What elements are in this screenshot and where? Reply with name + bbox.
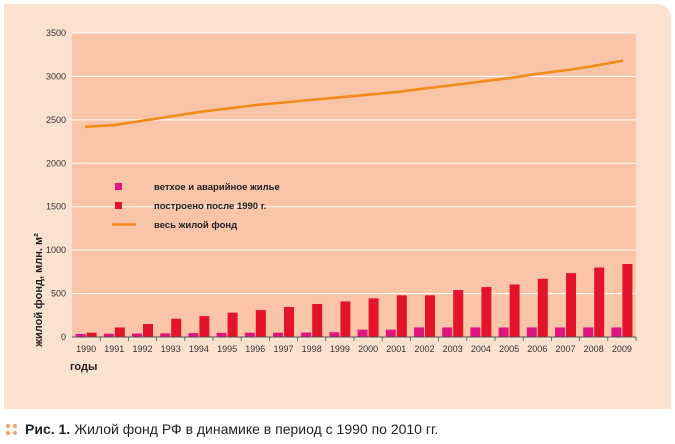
x-tick-label: 2004 — [471, 344, 491, 354]
caption-bullet-icon — [6, 423, 17, 435]
chart-panel: 0 500 1000 1500 2000 2500 3000 3500 1990 1991 199… — [4, 4, 671, 409]
legend-label: построено после 1990 г. — [154, 201, 266, 212]
bar-1992-dilapidated — [132, 333, 142, 337]
bar-2006-dilapidated — [526, 327, 537, 337]
bar-1991-dilapidated — [103, 333, 114, 337]
bar-1990-dilapidated — [75, 333, 86, 337]
bar-1991-built-after-1990 — [114, 327, 125, 337]
y-tick-label: 2500 — [46, 115, 66, 125]
x-tick-label: 1996 — [245, 344, 265, 354]
bar-2000-dilapidated — [357, 329, 368, 337]
legend-label: весь жилой фонд — [154, 220, 237, 231]
bar-1998-dilapidated — [301, 332, 312, 337]
bar-2001-dilapidated — [385, 329, 396, 337]
x-tick-label: 2006 — [527, 344, 547, 354]
y-tick-labels: 0 500 1000 1500 2000 2500 3000 3500 — [46, 28, 66, 342]
legend-label: ветхое и аварийное жилье — [154, 182, 280, 193]
bar-1996-dilapidated — [244, 332, 255, 337]
y-tick-label: 500 — [51, 289, 66, 299]
x-tick-label: 1993 — [161, 344, 181, 354]
bar-2002-built-after-1990 — [425, 295, 435, 337]
figure-caption: Рис. 1. Жилой фонд РФ в динамике в перио… — [6, 418, 666, 440]
x-tick-label: 1997 — [273, 344, 293, 354]
bar-1990-built-after-1990 — [86, 332, 97, 337]
bar-2005-dilapidated — [498, 327, 509, 337]
bar-1994-built-after-1990 — [199, 316, 210, 337]
y-tick-label: 0 — [61, 332, 66, 342]
bar-2005-built-after-1990 — [509, 284, 520, 337]
x-tick-label: 2002 — [414, 344, 434, 354]
x-tick-label: 2009 — [612, 344, 632, 354]
bar-1997-dilapidated — [273, 332, 283, 337]
bar-1999-dilapidated — [329, 332, 340, 337]
bar-1995-dilapidated — [216, 332, 227, 337]
caption-label: Рис. 1. — [25, 421, 71, 437]
series-line-total — [84, 59, 624, 129]
axes-group — [72, 336, 637, 341]
caption-text: Жилой фонд РФ в динамике в период с 1990… — [74, 421, 439, 437]
x-tick-label: 1995 — [217, 344, 237, 354]
x-tick-label: 2003 — [443, 344, 463, 354]
legend-item-dilapidated: ветхое и аварийное жилье — [115, 182, 280, 193]
y-tick-label: 2000 — [46, 158, 66, 168]
y-tick-label: 3000 — [46, 71, 66, 81]
bar-2002-dilapidated — [414, 327, 424, 337]
bar-2004-dilapidated — [470, 327, 481, 337]
line-group — [84, 59, 624, 129]
bar-1993-dilapidated — [160, 333, 171, 337]
x-tick-label: 1990 — [76, 344, 96, 354]
bar-1997-built-after-1990 — [284, 307, 294, 337]
bar-2008-dilapidated — [583, 327, 594, 337]
legend-item-built-after-1990: построено после 1990 г. — [115, 201, 266, 212]
bar-1999-built-after-1990 — [340, 301, 351, 337]
x-tick-label: 2001 — [386, 344, 406, 354]
bar-1993-built-after-1990 — [171, 318, 182, 337]
bar-1994-dilapidated — [188, 333, 199, 337]
x-tick-label: 1999 — [330, 344, 350, 354]
gridlines — [72, 32, 636, 295]
legend-swatch — [115, 202, 122, 209]
bar-2007-dilapidated — [555, 327, 565, 337]
x-tick-label: 2000 — [358, 344, 378, 354]
legend-item-total-stock: весь жилой фонд — [112, 220, 237, 231]
x-tick-label: 1991 — [104, 344, 124, 354]
x-tick-label: 1994 — [189, 344, 209, 354]
bar-2009-built-after-1990 — [622, 264, 633, 337]
legend: ветхое и аварийное жилье построено после … — [112, 182, 280, 231]
y-tick-label: 1000 — [46, 245, 66, 255]
bar-2004-built-after-1990 — [481, 287, 492, 337]
bar-1998-built-after-1990 — [312, 303, 323, 337]
x-tick-label: 1998 — [302, 344, 322, 354]
bar-1996-built-after-1990 — [255, 310, 266, 337]
legend-swatch — [115, 183, 122, 190]
bar-2003-dilapidated — [442, 327, 453, 337]
x-tick-label: 2008 — [584, 344, 604, 354]
x-tick-label: 1992 — [132, 344, 152, 354]
y-tick-label: 1500 — [46, 202, 66, 212]
x-tick-label: 2005 — [499, 344, 519, 354]
bar-1992-built-after-1990 — [143, 323, 153, 337]
bar-2003-built-after-1990 — [453, 290, 464, 337]
bar-2007-built-after-1990 — [566, 273, 576, 337]
y-axis-title: жилой фонд, млн. м² — [33, 233, 45, 348]
bar-2009-dilapidated — [611, 327, 622, 337]
bar-2000-built-after-1990 — [368, 298, 379, 337]
y-tick-label: 3500 — [46, 28, 66, 38]
x-axis-title: годы — [70, 361, 97, 373]
bar-2008-built-after-1990 — [594, 267, 605, 337]
bar-2006-built-after-1990 — [537, 278, 548, 337]
bar-2001-built-after-1990 — [396, 295, 407, 337]
bar-1995-built-after-1990 — [227, 312, 238, 337]
x-tick-labels: 1990 1991 1992 1993 1994 1995 1996 1997 1998 1999… — [76, 344, 632, 354]
x-tick-label: 2007 — [555, 344, 575, 354]
bars-group — [75, 264, 633, 337]
